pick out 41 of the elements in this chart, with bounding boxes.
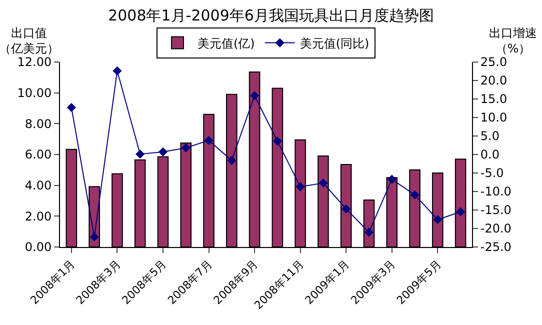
- y2-tick-label: 0.0: [480, 148, 500, 162]
- point: [433, 215, 442, 224]
- point: [181, 143, 190, 152]
- point: [136, 150, 145, 159]
- y2-tick-label: 15.0: [480, 92, 508, 106]
- y-tick-label: 8.00: [24, 116, 52, 131]
- y2-tick-label: 20.0: [480, 74, 508, 88]
- point: [364, 228, 374, 237]
- point: [272, 136, 282, 146]
- y-tick-label: 12.00: [17, 55, 52, 70]
- y2-tick-label: 10.0: [480, 110, 508, 125]
- point: [410, 190, 420, 200]
- y2-tick-label: 5.0: [480, 129, 500, 144]
- y2-tick-label: -20.0: [480, 222, 512, 236]
- point: [387, 174, 396, 184]
- point: [204, 136, 214, 145]
- y2-tick-label: 25.0: [480, 55, 508, 70]
- legend-label: 美元值(亿): [198, 36, 255, 50]
- point: [66, 102, 76, 112]
- point: [250, 91, 260, 100]
- y-tick-label: 10.00: [17, 86, 52, 100]
- point: [456, 207, 466, 216]
- point: [227, 156, 236, 165]
- y2-tick-label: -15.0: [480, 203, 512, 218]
- y-tick-label: 2.00: [24, 209, 52, 224]
- y-tick-label: 4.00: [24, 178, 52, 193]
- y2-axis-title: 出口增速（%）: [489, 26, 537, 56]
- y-tick-label: 6.00: [24, 148, 52, 162]
- point: [90, 232, 99, 242]
- point: [296, 182, 305, 192]
- y2-tick-label: -25.0: [480, 240, 512, 254]
- y-axis-title: 出口值（亿美元）: [0, 26, 59, 56]
- y-tick-label: 0.00: [24, 240, 52, 254]
- y2-tick-label: -10.0: [480, 184, 512, 199]
- y2-tick-label: -5.0: [480, 166, 504, 180]
- point: [112, 66, 122, 76]
- point: [318, 178, 328, 188]
- chart-title: 2008年1月-2009年6月我国玩具出口月度趋势图: [108, 6, 434, 24]
- point: [342, 204, 351, 214]
- legend-label: 美元值(同比): [300, 36, 370, 50]
- point: [158, 147, 168, 156]
